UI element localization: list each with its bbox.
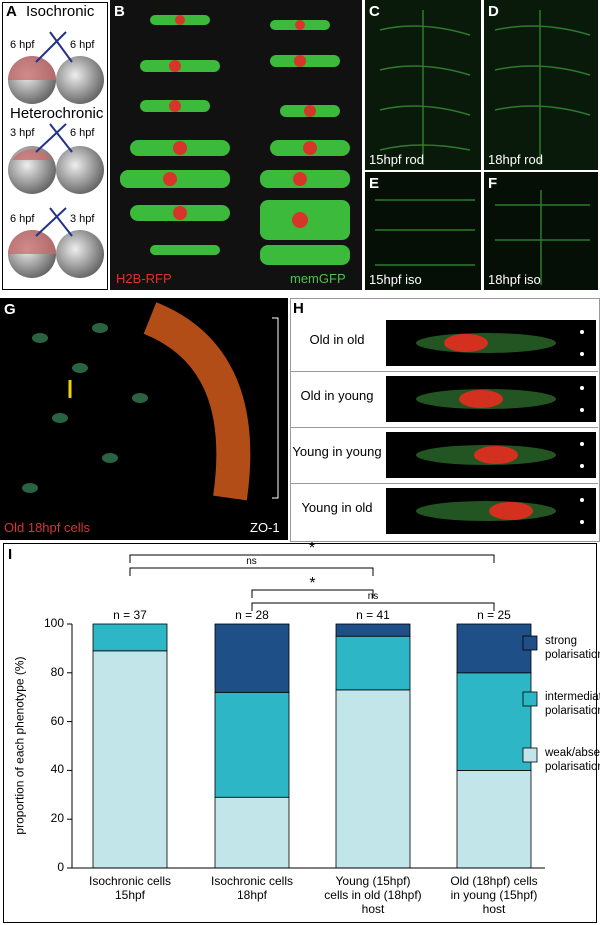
row-label: Old in young: [300, 388, 374, 403]
significance-label: *: [308, 540, 316, 557]
row-image: [386, 376, 596, 422]
label: 15hpf rod: [369, 152, 424, 167]
x-tick-label: Isochronic cells 15hpf: [88, 874, 172, 902]
row-divider: [290, 427, 598, 428]
x-tick-label: Old (18hpf) cells in young (15hpf) host: [450, 874, 538, 916]
y-tick-label: 80: [50, 664, 64, 679]
nuclei: [163, 15, 317, 228]
bar-segment: [456, 769, 532, 869]
cell-art: [416, 498, 584, 524]
bar-segment: [214, 796, 290, 869]
cell-art: [416, 330, 584, 356]
y-tick-label: 0: [57, 860, 64, 874]
label: Old 18hpf cells: [4, 520, 90, 535]
label: H2B-RFP: [116, 271, 172, 286]
n-label: n = 41: [356, 608, 390, 622]
panel-letter: B: [114, 3, 125, 20]
panel-i: [3, 543, 597, 923]
significance-label: ns: [367, 591, 379, 602]
panel-letter: E: [369, 175, 380, 192]
label: Isochronic: [26, 3, 95, 20]
row-image: [386, 432, 596, 478]
embryos: [8, 31, 104, 278]
label: ZO-1: [250, 520, 280, 535]
panel-g-art: [22, 302, 279, 501]
panel-letter: G: [4, 301, 16, 318]
label: memGFP: [290, 271, 346, 286]
bracket: [129, 567, 374, 576]
n-label: n = 37: [113, 608, 147, 622]
panel-g-image: [0, 298, 288, 540]
label: 18hpf iso: [488, 272, 541, 287]
bracket: [251, 589, 374, 598]
label: 18hpf rod: [488, 152, 543, 167]
y-tick-label: 60: [50, 713, 64, 728]
cell-art: [416, 442, 584, 468]
row-divider: [290, 371, 598, 372]
y-axis-label: proportion of each phenotype (%): [12, 656, 27, 835]
significance-label: ns: [246, 556, 257, 567]
y-tick-label: 20: [50, 811, 64, 826]
label: 6 hpf: [10, 39, 35, 51]
legend-label: weak/absent polarisation: [545, 747, 600, 773]
significance-label: *: [309, 575, 316, 592]
x-tick-label: Isochronic cells 18hpf: [210, 874, 294, 902]
bar-segment: [335, 635, 411, 691]
bar-segment: [214, 623, 290, 693]
panel-letter: I: [8, 546, 13, 563]
bracket: [129, 554, 495, 563]
panel-letter: H: [293, 300, 304, 317]
row-label: Young in young: [292, 444, 382, 459]
cell-art: [416, 386, 584, 412]
panel-letter: D: [488, 3, 499, 20]
bar-segment: [456, 623, 532, 674]
panel-letter: A: [6, 3, 17, 20]
tissue-lines: [375, 10, 591, 285]
panel-e-image: [365, 172, 481, 290]
legend-swatch: [522, 691, 538, 707]
label: Heterochronic: [10, 105, 104, 122]
label: 3 hpf: [10, 127, 35, 139]
n-label: n = 25: [477, 608, 511, 622]
legend-label: intermediate polarisation: [545, 691, 600, 717]
legend-swatch: [522, 635, 538, 651]
n-label: n = 28: [235, 608, 269, 622]
bar-segment: [456, 672, 532, 771]
bar-segment: [92, 650, 168, 869]
row-image: [386, 488, 596, 534]
y-tick-label: 100: [43, 616, 64, 630]
panels-art: [8, 0, 598, 290]
row-label: Young in old: [301, 500, 373, 515]
label: 6 hpf: [10, 213, 35, 225]
x-tick-label: Young (15hpf) cells in old (18hpf) host: [324, 874, 422, 916]
y-tick-label: 40: [50, 762, 64, 777]
label: 3 hpf: [70, 213, 95, 225]
bar-segment: [335, 623, 411, 637]
label: 15hpf iso: [369, 272, 422, 287]
label: 6 hpf: [70, 39, 95, 51]
row-image: [386, 320, 596, 366]
panel-letter: C: [369, 3, 380, 20]
bar-segment: [335, 689, 411, 869]
panel-letter: F: [488, 175, 498, 192]
label: 6 hpf: [70, 127, 95, 139]
legend-swatch: [522, 747, 538, 763]
bar-segment: [92, 623, 168, 652]
bracket: [251, 602, 495, 611]
chart: [67, 554, 545, 869]
legend-label: strong polarisation: [545, 635, 600, 661]
bar-segment: [214, 691, 290, 798]
row-label: Old in old: [309, 332, 365, 347]
row-divider: [290, 483, 598, 484]
